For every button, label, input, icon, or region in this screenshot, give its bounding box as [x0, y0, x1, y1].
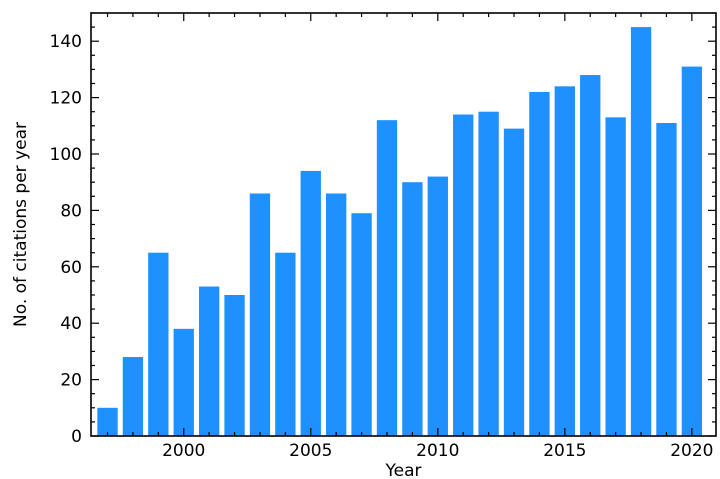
x-tick-label-2010: 2010 [416, 441, 459, 461]
bar-2012 [478, 111, 499, 436]
y-tick-label-80: 80 [60, 201, 82, 221]
bar-2011 [453, 114, 474, 437]
bar-2018 [630, 27, 652, 436]
bar-1999 [148, 252, 169, 436]
bars-group [97, 27, 703, 437]
y-tick-label-0: 0 [71, 427, 82, 447]
bar-2001 [198, 286, 220, 436]
bar-2015 [554, 86, 575, 436]
bar-2014 [529, 91, 550, 437]
bar-1998 [122, 357, 144, 436]
bar-2007 [351, 213, 372, 436]
bar-2013 [503, 128, 525, 436]
bar-2017 [605, 117, 626, 436]
x-axis-label: Year [385, 461, 422, 479]
bar-2005 [300, 170, 321, 437]
bar-2006 [326, 193, 347, 436]
x-tick-label-2015: 2015 [543, 441, 586, 461]
bar-2000 [173, 328, 194, 436]
y-tick-label-60: 60 [60, 258, 82, 278]
bar-2016 [580, 75, 601, 436]
y-axis-label: No. of citations per year [11, 122, 31, 327]
y-tick-label-20: 20 [60, 371, 82, 391]
y-tick-label-120: 120 [50, 89, 82, 109]
bar-2002 [224, 295, 245, 436]
bar-1997 [97, 407, 118, 436]
bar-2008 [376, 120, 398, 436]
bar-2020 [681, 66, 703, 436]
bar-2019 [656, 122, 677, 436]
plot-frame [90, 12, 717, 437]
bar-2010 [427, 176, 448, 436]
bar-2004 [275, 252, 296, 436]
y-tick-label-140: 140 [50, 32, 82, 52]
bar-2003 [249, 193, 271, 436]
x-tick-label-2000: 2000 [162, 441, 205, 461]
tick-labels-group: 2000 2005 2010 2015 2020 0 20 40 60 80 100 120 140 [50, 32, 714, 461]
bar-2009 [402, 182, 423, 436]
y-tick-label-40: 40 [60, 314, 82, 334]
x-tick-label-2005: 2005 [289, 441, 332, 461]
y-tick-label-100: 100 [50, 145, 82, 165]
x-tick-label-2020: 2020 [670, 441, 713, 461]
